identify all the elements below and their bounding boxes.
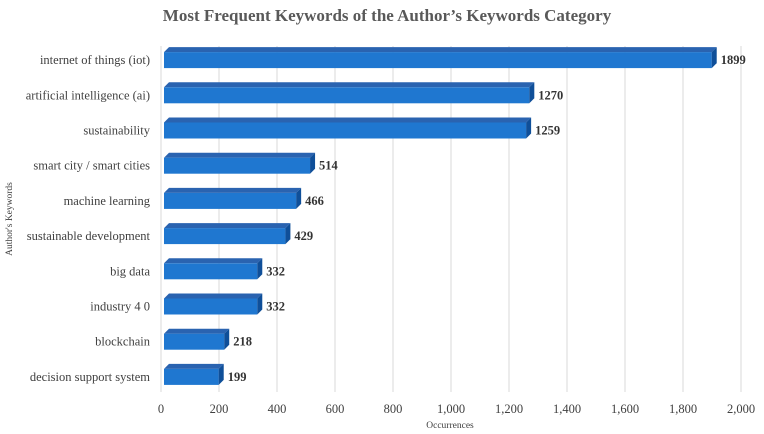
bar-top-face — [164, 117, 532, 123]
data-label: 1270 — [538, 88, 563, 102]
bar — [164, 82, 535, 104]
bar-front-face — [164, 192, 297, 209]
bar-side-face — [218, 363, 224, 385]
x-tick-label: 0 — [158, 402, 164, 416]
bar-side-face — [296, 187, 302, 209]
x-tick-label: 1,400 — [553, 402, 581, 416]
category-label: smart city / smart cities — [33, 159, 150, 173]
x-axis-label: Occurrences — [426, 421, 474, 431]
data-labels: 1899 1270 1259 514 466 429 332 332 218 199 — [228, 53, 746, 384]
bars — [164, 47, 717, 385]
bar — [164, 223, 291, 245]
bar-front-face — [164, 228, 286, 245]
bar-side-face — [711, 47, 717, 69]
data-label: 332 — [266, 300, 285, 314]
bar-front-face — [164, 368, 219, 385]
data-label: 199 — [228, 370, 247, 384]
bar-side-face — [526, 117, 532, 139]
bar — [164, 258, 263, 280]
category-label: blockchain — [95, 335, 151, 349]
bar-top-face — [164, 82, 535, 88]
bar-side-face — [285, 223, 291, 245]
data-label: 1899 — [721, 53, 746, 67]
bar-front-face — [164, 157, 311, 174]
x-tick-label: 1,800 — [669, 402, 697, 416]
x-tick-label: 1,600 — [611, 402, 639, 416]
y-axis-label: Author's Keywords — [5, 182, 15, 256]
bar-top-face — [164, 363, 224, 369]
bar-front-face — [164, 298, 258, 315]
x-tick-labels: 0 200 400 600 800 1,000 1,200 1,400 1,600 1,800 2,… — [158, 402, 755, 416]
x-tick-label: 800 — [384, 402, 403, 416]
x-tick-label: 1,000 — [437, 402, 465, 416]
bar — [164, 152, 316, 174]
x-tick-label: 600 — [326, 402, 345, 416]
category-label: artificial intelligence (ai) — [26, 88, 150, 102]
bar-side-face — [529, 82, 535, 104]
bar-top-face — [164, 187, 302, 193]
bar-top-face — [164, 47, 717, 53]
bar-top-face — [164, 152, 316, 158]
data-label: 332 — [266, 264, 285, 278]
x-tick-label: 2,000 — [727, 402, 755, 416]
bar — [164, 187, 302, 209]
category-label: industry 4 0 — [90, 300, 150, 314]
category-label: sustainability — [83, 124, 150, 138]
bar — [164, 328, 230, 350]
bar-side-face — [310, 152, 316, 174]
bar-side-face — [224, 328, 230, 350]
data-label: 218 — [233, 335, 252, 349]
bar-top-face — [164, 223, 291, 229]
data-label: 466 — [305, 194, 324, 208]
bar-front-face — [164, 52, 712, 69]
bar-front-face — [164, 122, 527, 139]
bar — [164, 117, 532, 139]
data-label: 1259 — [535, 124, 560, 138]
category-label: sustainable development — [27, 229, 151, 243]
category-label: decision support system — [30, 370, 150, 384]
bar-top-face — [164, 258, 263, 264]
bar — [164, 293, 263, 315]
x-tick-label: 400 — [268, 402, 287, 416]
category-label: machine learning — [64, 194, 151, 208]
gridlines — [160, 46, 742, 392]
bar-side-face — [257, 293, 263, 315]
bar-front-face — [164, 87, 530, 104]
bar-top-face — [164, 293, 263, 299]
x-tick-label: 1,200 — [495, 402, 523, 416]
bar-side-face — [257, 258, 263, 280]
category-label: internet of things (iot) — [40, 53, 150, 67]
category-labels: internet of things (iot) artificial intel… — [26, 53, 151, 384]
chart-title: Most Frequent Keywords of the Author’s K… — [163, 6, 612, 25]
bar-front-face — [164, 333, 225, 350]
bar-front-face — [164, 263, 258, 280]
x-tick-label: 200 — [210, 402, 229, 416]
bar — [164, 47, 717, 69]
category-label: big data — [110, 264, 150, 278]
bar — [164, 363, 224, 385]
bar-top-face — [164, 328, 230, 334]
data-label: 514 — [319, 159, 339, 173]
data-label: 429 — [294, 229, 313, 243]
